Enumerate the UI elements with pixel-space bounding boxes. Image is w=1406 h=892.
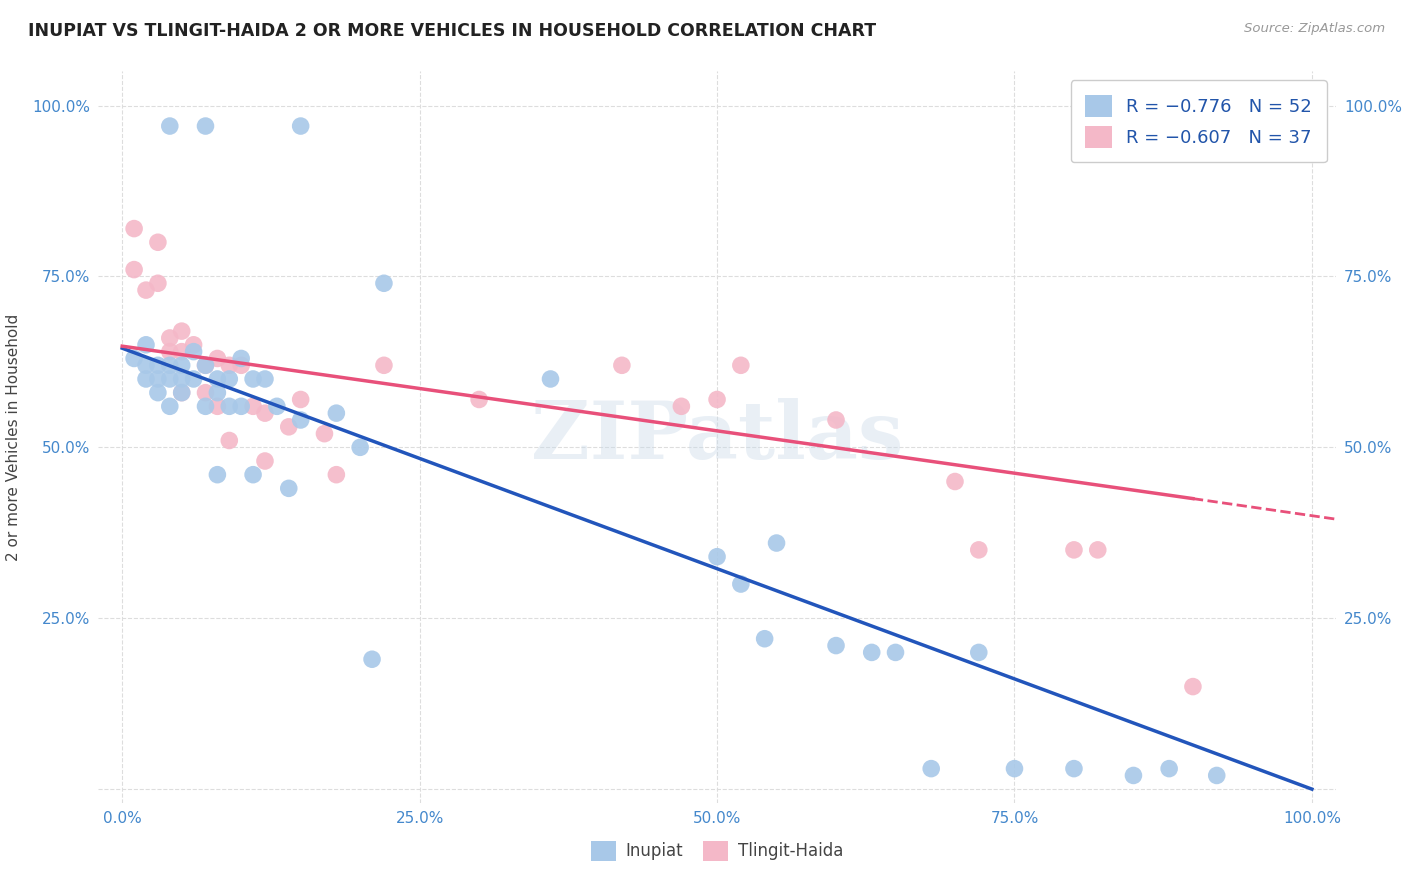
Point: [135, 338, 157, 352]
Point: [122, 221, 145, 235]
Point: [231, 351, 253, 366]
Point: [1205, 768, 1227, 782]
Point: [231, 359, 253, 373]
Point: [1087, 542, 1109, 557]
Point: [468, 392, 491, 407]
Point: [122, 262, 145, 277]
Point: [218, 372, 240, 386]
Point: [170, 372, 193, 386]
Point: [610, 359, 633, 373]
Point: [146, 235, 169, 250]
Point: [146, 359, 169, 373]
Point: [253, 406, 276, 420]
Point: [194, 119, 217, 133]
Text: ZIPatlas: ZIPatlas: [531, 398, 903, 476]
Point: [920, 762, 942, 776]
Point: [146, 385, 169, 400]
Point: [325, 467, 347, 482]
Point: [159, 344, 181, 359]
Point: [765, 536, 787, 550]
Point: [159, 400, 181, 414]
Point: [671, 400, 693, 414]
Point: [170, 359, 193, 373]
Point: [207, 372, 229, 386]
Point: [325, 406, 347, 420]
Point: [122, 351, 145, 366]
Point: [194, 359, 217, 373]
Point: [183, 344, 205, 359]
Point: [207, 351, 229, 366]
Point: [183, 338, 205, 352]
Point: [277, 420, 299, 434]
Point: [373, 277, 395, 291]
Point: [194, 359, 217, 373]
Point: [218, 359, 240, 373]
Point: [1159, 762, 1181, 776]
Point: [967, 645, 990, 659]
Point: [266, 400, 288, 414]
Point: [146, 277, 169, 291]
Point: [207, 385, 229, 400]
Point: [170, 385, 193, 400]
Point: [290, 413, 312, 427]
Point: [730, 359, 752, 373]
Point: [218, 434, 240, 448]
Point: [170, 385, 193, 400]
Point: [159, 372, 181, 386]
Point: [860, 645, 883, 659]
Point: [290, 119, 312, 133]
Point: [361, 652, 384, 666]
Legend: Inupiat, Tlingit-Haida: Inupiat, Tlingit-Haida: [583, 834, 851, 868]
Point: [194, 385, 217, 400]
Point: [730, 577, 752, 591]
Point: [1063, 762, 1085, 776]
Point: [373, 359, 395, 373]
Point: [884, 645, 907, 659]
Point: [170, 344, 193, 359]
Point: [242, 467, 264, 482]
Point: [754, 632, 776, 646]
Point: [277, 481, 299, 495]
Point: [242, 372, 264, 386]
Point: [1122, 768, 1144, 782]
Point: [253, 454, 276, 468]
Point: [218, 400, 240, 414]
Point: [1063, 542, 1085, 557]
Point: [540, 372, 562, 386]
Point: [231, 400, 253, 414]
Point: [170, 324, 193, 338]
Point: [253, 372, 276, 386]
Point: [135, 359, 157, 373]
Point: [159, 119, 181, 133]
Text: INUPIAT VS TLINGIT-HAIDA 2 OR MORE VEHICLES IN HOUSEHOLD CORRELATION CHART: INUPIAT VS TLINGIT-HAIDA 2 OR MORE VEHIC…: [28, 22, 876, 40]
Point: [242, 400, 264, 414]
Point: [967, 542, 990, 557]
Point: [349, 440, 371, 454]
Point: [183, 372, 205, 386]
Point: [943, 475, 966, 489]
Point: [207, 467, 229, 482]
Point: [194, 400, 217, 414]
Y-axis label: 2 or more Vehicles in Household: 2 or more Vehicles in Household: [6, 313, 21, 561]
Point: [314, 426, 336, 441]
Text: Source: ZipAtlas.com: Source: ZipAtlas.com: [1244, 22, 1385, 36]
Point: [290, 392, 312, 407]
Point: [706, 549, 728, 564]
Point: [1004, 762, 1026, 776]
Point: [146, 372, 169, 386]
Point: [207, 400, 229, 414]
Point: [135, 372, 157, 386]
Point: [825, 639, 848, 653]
Point: [135, 283, 157, 297]
Point: [825, 413, 848, 427]
Point: [159, 359, 181, 373]
Point: [159, 331, 181, 345]
Point: [1181, 680, 1204, 694]
Point: [706, 392, 728, 407]
